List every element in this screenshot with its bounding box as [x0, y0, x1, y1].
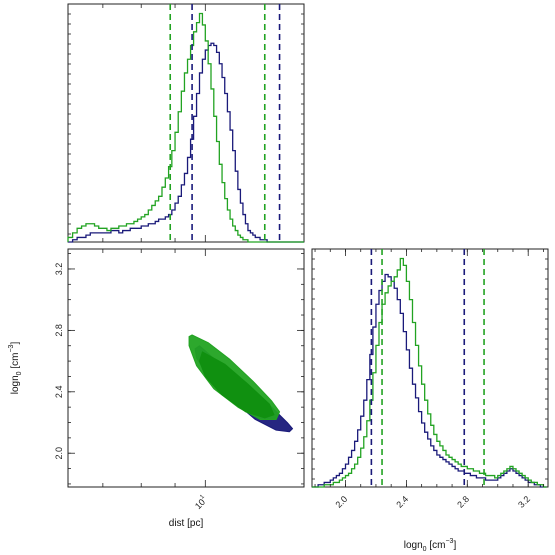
- logn-hist-series-1: [312, 257, 547, 488]
- logn-y-axis-label-unit: [cm: [10, 353, 21, 372]
- joint-y-tick-label-2: 2.8: [54, 324, 64, 337]
- logn-x-axis-label-unit: [cm: [427, 540, 446, 551]
- contour-region-2: [199, 351, 275, 419]
- logn-histogram: [312, 249, 547, 488]
- logn-x-tick-label-0: 2.0: [333, 494, 349, 510]
- tick-marks: [68, 4, 548, 487]
- dist-marginal-panel: [67, 3, 305, 243]
- dist-axis-label: dist [pc]: [169, 518, 204, 529]
- joint-panel: [67, 248, 305, 488]
- logn-hist-series-0: [312, 273, 547, 488]
- dist-hist-series-0: [68, 42, 304, 243]
- joint-x-tick-exp-0: 1: [199, 493, 206, 500]
- dist-hist-series-1: [67, 12, 304, 243]
- dist-histogram: [67, 4, 304, 243]
- logn-x-axis-label-close: ]: [453, 540, 456, 551]
- logn-x-tick-label-2: 2.8: [455, 494, 471, 510]
- joint-y-tick-label-0: 2.0: [54, 447, 64, 460]
- logn-x-axis-label-sub: 0: [423, 546, 427, 553]
- joint-y-tick-label-3: 3.2: [54, 263, 64, 276]
- logn-y-axis-label-sub: 0: [16, 371, 23, 375]
- logn-y-axis-label-close: ]: [10, 342, 21, 345]
- logn-x-axis-label-text: logn: [404, 540, 423, 551]
- logn-x-tick-label-3: 3.2: [516, 494, 532, 510]
- logn-x-tick-label-1: 2.4: [394, 494, 410, 510]
- joint-contours: [188, 334, 294, 433]
- logn-y-axis-label-exp: −3: [8, 344, 15, 352]
- logn-marginal-panel: [311, 248, 549, 488]
- logn-y-axis-label: logn0 [cm−3]: [8, 342, 23, 395]
- joint-x-tick-label-0: 101: [192, 493, 210, 511]
- logn-x-axis-label: logn0 [cm−3]: [404, 538, 457, 553]
- joint-y-tick-label-1: 2.4: [54, 386, 64, 399]
- logn-x-axis-label-exp: −3: [445, 538, 453, 545]
- logn-y-axis-label-text: logn: [10, 375, 21, 394]
